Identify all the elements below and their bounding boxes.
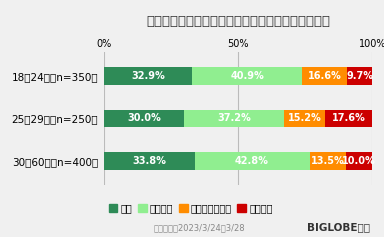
Text: 15.2%: 15.2% xyxy=(288,114,322,123)
Text: 17.6%: 17.6% xyxy=(332,114,366,123)
Bar xyxy=(325,109,372,128)
Bar xyxy=(192,67,302,85)
Bar xyxy=(104,109,184,128)
Text: 9.7%: 9.7% xyxy=(346,71,373,81)
Text: 40.9%: 40.9% xyxy=(230,71,264,81)
Title: 柔軟な雇用形態の推進は少子化対策に有効だと思う: 柔軟な雇用形態の推進は少子化対策に有効だと思う xyxy=(146,15,330,28)
Bar xyxy=(347,67,373,85)
Text: 16.6%: 16.6% xyxy=(308,71,341,81)
Text: 32.9%: 32.9% xyxy=(131,71,165,81)
Bar xyxy=(104,67,192,85)
Text: 33.8%: 33.8% xyxy=(132,156,166,166)
Bar xyxy=(184,109,284,128)
Bar xyxy=(346,152,373,170)
Text: 30.0%: 30.0% xyxy=(127,114,161,123)
Text: BIGLOBE調べ: BIGLOBE調べ xyxy=(307,222,370,232)
Text: 10.0%: 10.0% xyxy=(343,156,376,166)
Bar xyxy=(284,109,325,128)
Bar xyxy=(195,152,310,170)
Text: 調査期間：2023/3/24～3/28: 調査期間：2023/3/24～3/28 xyxy=(154,223,245,232)
Legend: 思う, やや思う, あまり思わない, 思わない: 思う, やや思う, あまり思わない, 思わない xyxy=(109,203,273,213)
Text: 37.2%: 37.2% xyxy=(217,114,251,123)
Bar xyxy=(104,152,195,170)
Text: 13.5%: 13.5% xyxy=(311,156,344,166)
Bar xyxy=(302,67,347,85)
Bar xyxy=(310,152,346,170)
Text: 42.8%: 42.8% xyxy=(235,156,269,166)
